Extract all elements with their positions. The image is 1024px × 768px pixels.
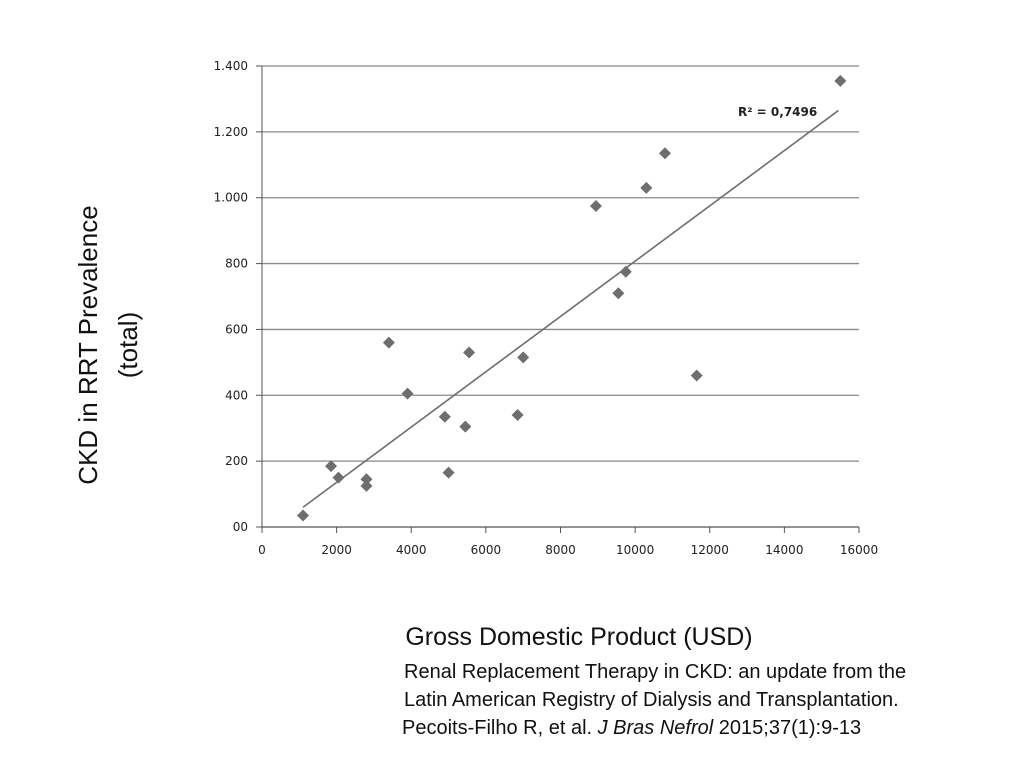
trendline-layer	[302, 109, 839, 508]
trendline	[302, 109, 839, 508]
data-point	[690, 369, 703, 382]
y-tick-label: 600	[225, 322, 248, 336]
data-point	[517, 351, 530, 364]
data-point	[297, 509, 310, 522]
y-tick-label: 800	[225, 257, 248, 271]
y-tick-label: 400	[225, 388, 248, 402]
data-point	[511, 409, 524, 422]
x-tick-label: 4000	[396, 543, 427, 557]
data-point	[459, 420, 472, 433]
r-squared-annotation: R² = 0,7496	[738, 105, 817, 119]
citation-line1: Renal Replacement Therapy in CKD: an upd…	[404, 661, 907, 683]
data-point	[401, 387, 414, 400]
y-tick-labels: 00 200 400 600 800 1.000 1.200 1.400	[214, 59, 248, 534]
x-tick-label: 0	[258, 543, 266, 557]
data-point	[360, 479, 373, 492]
citation-authors: Pecoits-Filho R, et al.	[402, 717, 598, 739]
data-point	[589, 199, 602, 212]
x-tick-label: 10000	[616, 543, 654, 557]
y-axis-title-line2: (total)	[113, 312, 143, 378]
x-tick-label: 6000	[471, 543, 502, 557]
y-tick-label: 1.000	[214, 191, 248, 205]
data-point	[612, 287, 625, 300]
gridlines	[262, 65, 859, 462]
axes	[256, 65, 860, 533]
data-point	[438, 410, 451, 423]
citation-volume: 2015;37(1):9-13	[713, 717, 862, 739]
data-points	[297, 74, 847, 522]
y-tick-label: 00	[233, 520, 248, 534]
data-point	[619, 265, 632, 278]
x-tick-label: 14000	[765, 543, 803, 557]
data-point	[442, 466, 455, 479]
y-tick-label: 200	[225, 454, 248, 468]
citation-journal: J Bras Nefrol	[597, 717, 714, 739]
x-axis-title: Gross Domestic Product (USD)	[405, 623, 752, 651]
data-point	[463, 346, 476, 359]
data-point	[382, 336, 395, 349]
data-point	[360, 473, 373, 486]
x-tick-labels: 0 2000 4000 6000 8000 10000 12000 14000 16000	[258, 543, 878, 557]
x-tick-label: 8000	[545, 543, 576, 557]
y-tick-label: 1.200	[214, 125, 248, 139]
y-axis-title-line1: CKD in RRT Prevalence	[73, 205, 103, 484]
data-point	[640, 181, 653, 194]
data-point	[325, 460, 338, 473]
x-tick-label: 12000	[691, 543, 729, 557]
x-tick-label: 2000	[321, 543, 352, 557]
data-point	[658, 147, 671, 160]
y-tick-label: 1.400	[214, 59, 248, 73]
citation: Renal Replacement Therapy in CKD: an upd…	[402, 658, 1014, 742]
citation-line3: Pecoits-Filho R, et al. J Bras Nefrol 20…	[402, 714, 1014, 742]
citation-line2: Latin American Registry of Dialysis and …	[404, 689, 899, 711]
x-tick-label: 16000	[840, 543, 878, 557]
data-point	[834, 74, 847, 87]
data-point	[332, 471, 345, 484]
